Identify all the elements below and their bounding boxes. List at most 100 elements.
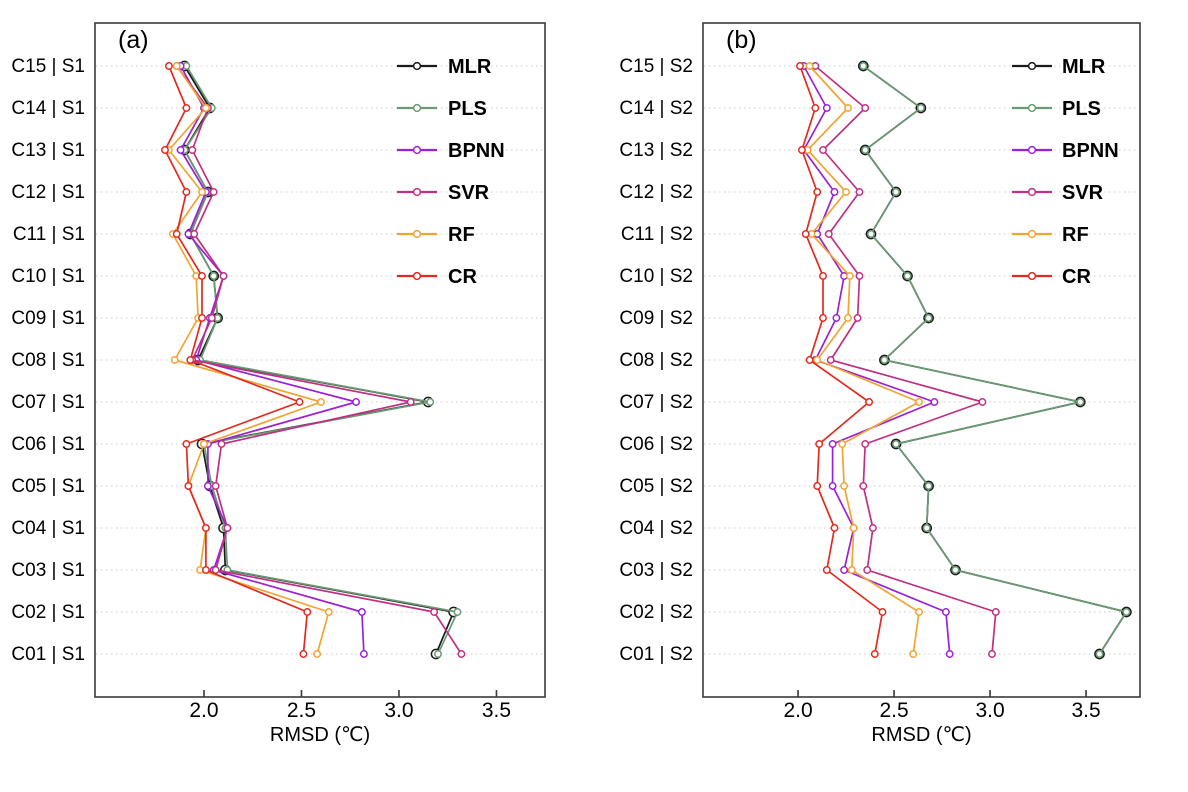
y-tick-label: C08 | S2 (619, 350, 693, 371)
legend: MLR PLS BPNN SVR RF CR (397, 56, 505, 288)
series-SVR (811, 62, 1000, 658)
marker-RF (805, 62, 814, 70)
x-tick-label: 3.5 (1071, 699, 1100, 722)
marker-BPNN (941, 608, 950, 616)
y-tick-label: C06 | S1 (11, 434, 85, 455)
marker-RF (842, 188, 850, 196)
y-tick-label: C11 | S2 (621, 224, 693, 245)
x-axis-title: RMSD (℃) (871, 724, 971, 746)
marker-SVR (406, 398, 415, 406)
marker-CR (164, 62, 173, 70)
marker-RF (909, 650, 918, 658)
marker-CR (865, 398, 874, 406)
legend-label-CR: CR (1062, 266, 1091, 288)
marker-PLS (880, 356, 889, 364)
marker-CR (822, 566, 831, 574)
marker-CR (878, 608, 887, 616)
series-CR (796, 62, 887, 658)
marker-PLS (867, 230, 875, 238)
legend-marker-RF (1027, 229, 1037, 239)
legend-marker-PLS (412, 103, 422, 113)
marker-PLS (922, 524, 931, 532)
marker-BPNN (176, 146, 185, 154)
x-tick-label: 2.5 (879, 699, 908, 722)
marker-SVR (209, 188, 218, 196)
y-tick-label: C12 | S2 (619, 182, 693, 203)
y-tick-label: C08 | S1 (11, 350, 85, 371)
x-tick-label: 2.5 (287, 699, 316, 722)
marker-RF (317, 398, 325, 406)
y-tick-label: C06 | S2 (619, 434, 693, 455)
x-axis-title: RMSD (℃) (270, 724, 370, 746)
marker-SVR (978, 398, 987, 406)
legend-item-PLS: PLS (397, 98, 487, 120)
marker-PLS (916, 104, 925, 112)
legend-marker-MLR (412, 61, 422, 71)
marker-CR (182, 440, 191, 448)
x-tick-label: 3.5 (482, 699, 511, 722)
y-tick-label: C10 | S1 (11, 266, 85, 287)
marker-SVR (855, 272, 864, 280)
y-tick-label: C02 | S1 (11, 602, 85, 623)
marker-CR (819, 314, 827, 322)
legend-item-CR: CR (1012, 266, 1091, 288)
plot-box (702, 22, 1141, 698)
y-tick-label: C10 | S2 (619, 266, 693, 287)
marker-PLS (892, 188, 900, 196)
marker-SVR (991, 608, 1000, 616)
legend-marker-BPNN (1027, 145, 1037, 155)
x-tick-label: 2.0 (189, 699, 218, 722)
x-tick-label: 2.0 (783, 699, 812, 722)
marker-RF (170, 356, 179, 364)
marker-CR (811, 104, 820, 112)
marker-CR (805, 356, 814, 364)
y-tick-label: C07 | S1 (11, 392, 85, 413)
marker-RF (845, 272, 854, 280)
marker-SVR (861, 440, 870, 448)
marker-RF (198, 188, 206, 196)
marker-CR (186, 356, 195, 364)
marker-SVR (223, 524, 232, 532)
marker-CR (182, 188, 191, 196)
y-tick-label: C05 | S2 (619, 476, 693, 497)
legend-marker-CR (412, 271, 422, 281)
y-tick-label: C02 | S2 (619, 602, 693, 623)
legend-label-BPNN: BPNN (448, 140, 505, 162)
marker-SVR (819, 146, 827, 154)
marker-RF (915, 398, 923, 406)
marker-RF (849, 524, 858, 532)
marker-PLS (1095, 650, 1104, 658)
y-tick-label: C13 | S1 (11, 140, 85, 161)
marker-CR (198, 272, 206, 280)
marker-CR (830, 524, 839, 532)
marker-RF (840, 482, 849, 490)
marker-RF (813, 356, 822, 364)
marker-CR (201, 566, 210, 574)
y-tick-label: C09 | S1 (11, 308, 85, 329)
marker-BPNN (828, 482, 837, 490)
marker-SVR (190, 230, 199, 238)
marker-BPNN (945, 650, 954, 658)
marker-BPNN (203, 482, 212, 490)
marker-SVR (868, 524, 877, 532)
marker-PLS (924, 482, 933, 490)
marker-RF (172, 62, 181, 70)
marker-CR (299, 650, 308, 658)
marker-PLS (892, 440, 900, 448)
marker-PLS (859, 62, 868, 70)
y-tick-label: C13 | S2 (619, 140, 693, 161)
marker-RF (844, 104, 852, 112)
marker-CR (182, 104, 191, 112)
marker-BPNN (840, 566, 849, 574)
marker-PLS (453, 608, 462, 616)
panel-a: 2.0 2.5 3.0 3.5 RMSD (℃) C15 | S1 C14 | S1 C13 … (11, 22, 546, 746)
marker-BPNN (357, 608, 366, 616)
marker-PLS (924, 314, 933, 322)
plot-box (94, 22, 546, 698)
series-CR (161, 62, 312, 658)
panel-label: (b) (726, 26, 757, 54)
legend-label-SVR: SVR (448, 182, 490, 204)
legend-marker-BPNN (412, 145, 422, 155)
panel-label: (a) (118, 26, 149, 54)
legend-item-MLR: MLR (397, 56, 492, 78)
